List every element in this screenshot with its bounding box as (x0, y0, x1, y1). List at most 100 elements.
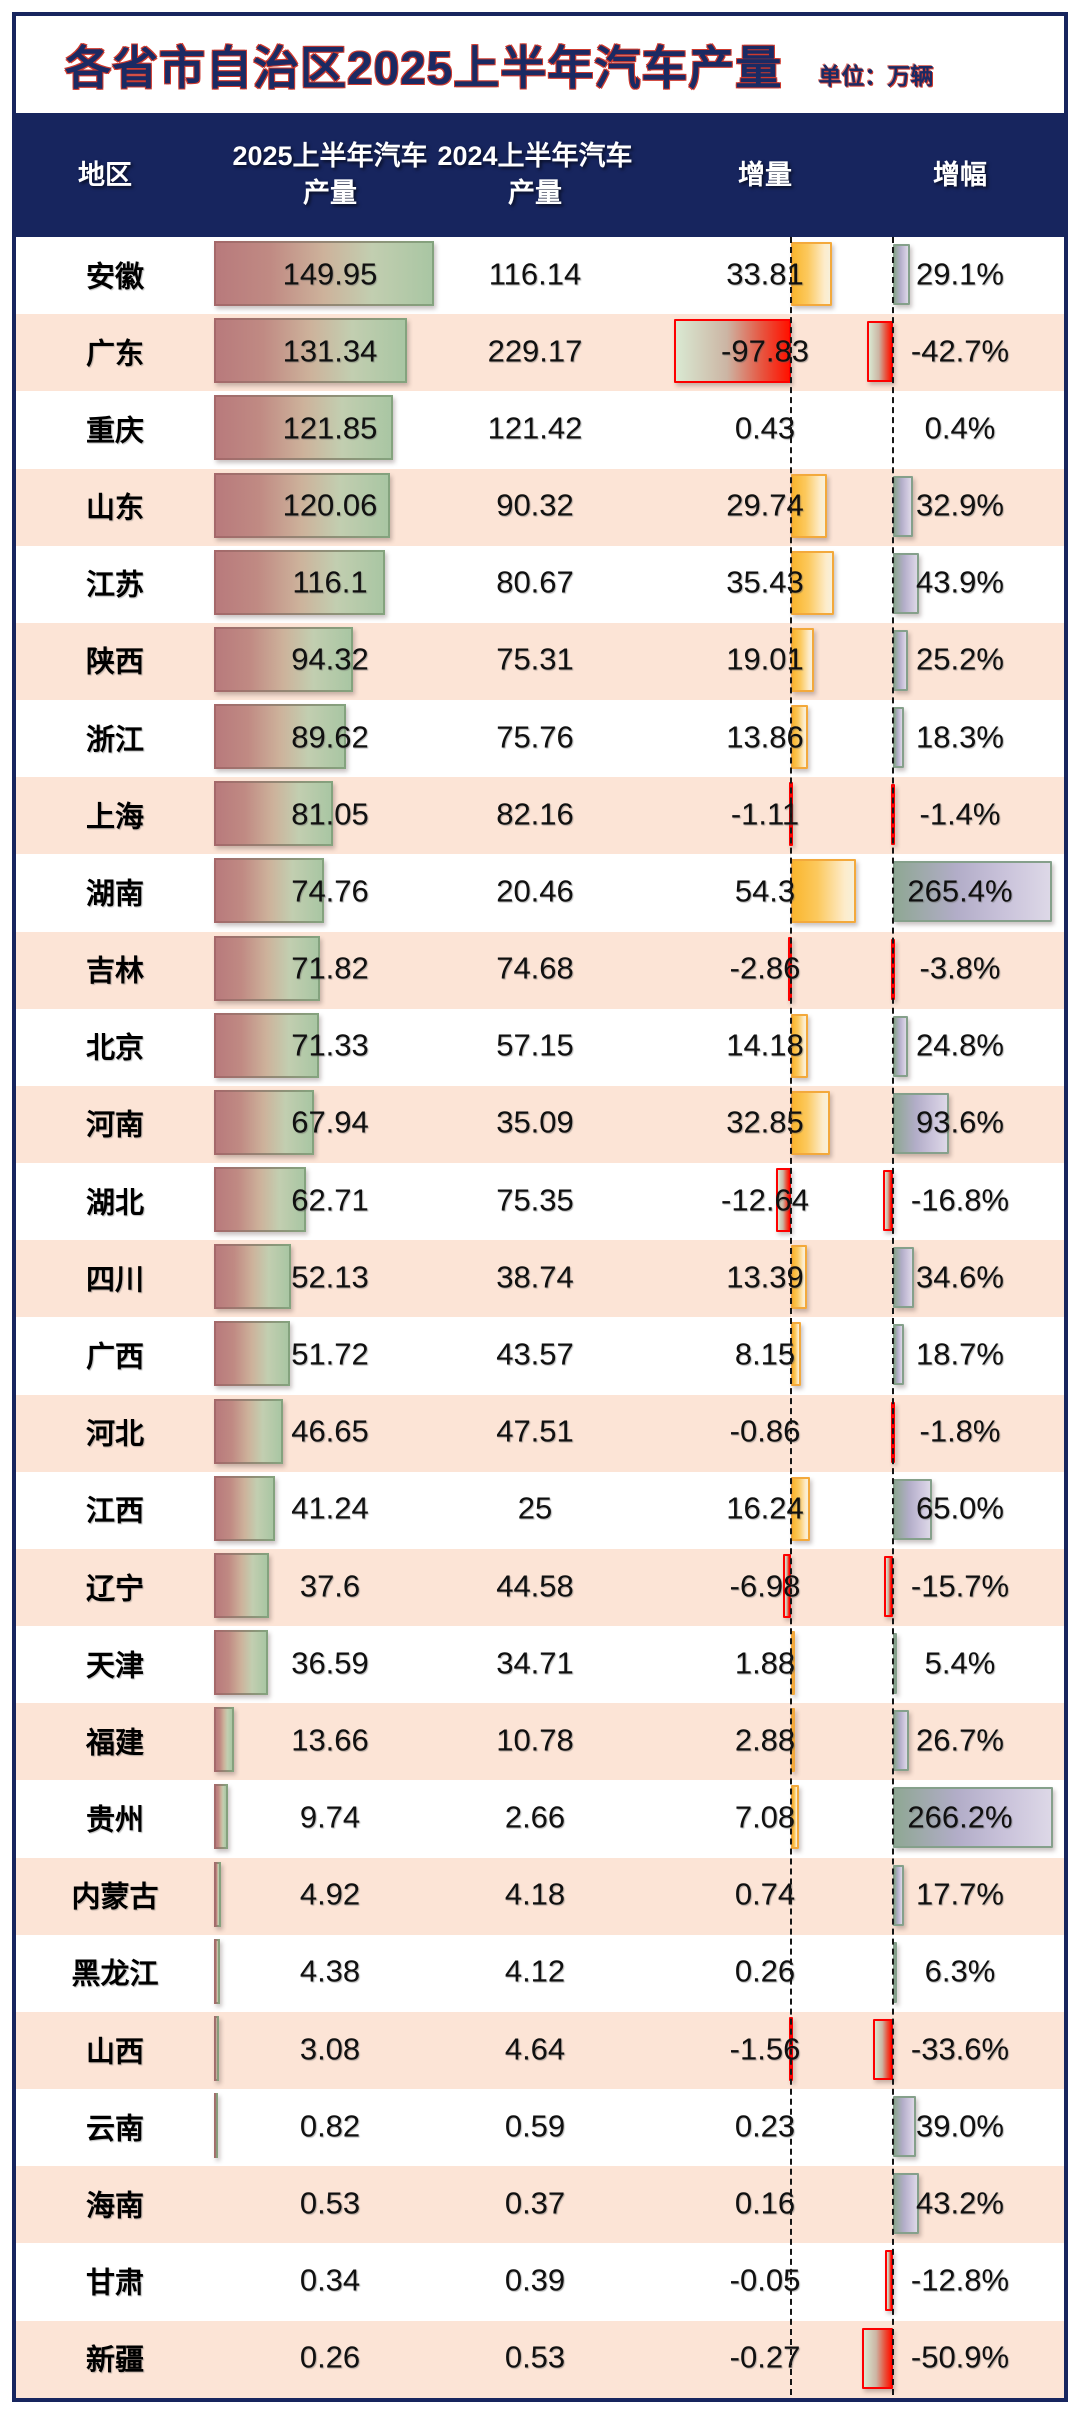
pct-value: 32.9% (916, 487, 1004, 523)
production-2025-value: 51.72 (291, 1336, 369, 1372)
production-2025-bar (214, 1630, 268, 1696)
pct-positive-bar (893, 552, 920, 614)
table-row: 江西 41.24 25 16.24 65.0% (16, 1471, 1064, 1549)
delta-value: 2.88 (734, 1722, 796, 1758)
production-2025-bar (214, 1012, 319, 1078)
pct-value: 34.6% (916, 1259, 1004, 1295)
pct-negative-bar (867, 321, 893, 383)
delta-value: 35.43 (726, 564, 804, 600)
pct-value: -50.9% (910, 2339, 1010, 2375)
production-2024-value: 75.76 (496, 719, 574, 755)
region-label: 广东 (85, 338, 144, 371)
pct-positive-bar (893, 1478, 932, 1540)
production-2024-value: 10.78 (496, 1722, 574, 1758)
pct-value: 26.7% (916, 1722, 1004, 1758)
production-2024-value: 116.14 (488, 256, 582, 292)
delta-value: 29.74 (726, 487, 804, 523)
region-label: 重庆 (85, 415, 144, 448)
production-2025-bar (214, 395, 394, 461)
region-label: 浙江 (85, 723, 144, 756)
production-2024-value: 44.58 (496, 1568, 574, 1604)
region-label: 北京 (85, 1032, 144, 1065)
production-2024-value: 0.59 (504, 2108, 566, 2144)
pct-value: 6.3% (924, 1953, 996, 1989)
production-2025-value: 62.71 (291, 1182, 369, 1218)
production-2025-bar (214, 1552, 270, 1618)
production-2025-value: 71.33 (291, 1027, 369, 1063)
pct-value: 265.4% (907, 873, 1013, 909)
production-2025-value: 0.26 (299, 2339, 361, 2375)
production-2024-value: 4.64 (504, 2031, 566, 2067)
delta-value: 32.85 (726, 1105, 804, 1141)
production-2025-bar (214, 704, 346, 770)
pct-value: 17.7% (916, 1876, 1004, 1912)
delta-value: -6.98 (729, 1568, 801, 1604)
production-2025-value: 131.34 (282, 333, 378, 369)
production-2025-bar (214, 2015, 219, 2081)
pct-value: 24.8% (916, 1027, 1004, 1063)
region-label: 云南 (85, 2113, 144, 2146)
delta-value: 1.88 (734, 1645, 796, 1681)
region-label: 安徽 (85, 260, 144, 293)
table-row: 内蒙古 4.92 4.18 0.74 17.7% (16, 1857, 1064, 1935)
title-bar: 各省市自治区2025上半年汽车产量 单位：万辆 (16, 16, 1064, 113)
delta-value: -2.86 (729, 950, 801, 986)
production-2024-value: 82.16 (496, 796, 574, 832)
delta-value: -1.11 (730, 796, 800, 832)
region-label: 山东 (85, 492, 144, 525)
table-row: 湖北 62.71 75.35 -12.64 -16.8% (16, 1163, 1064, 1241)
table-row: 贵州 9.74 2.66 7.08 266.2% (16, 1780, 1064, 1858)
pct-value: 25.2% (916, 641, 1004, 677)
delta-value: -12.64 (721, 1182, 809, 1218)
production-2025-bar (214, 1784, 229, 1850)
table-row: 广西 51.72 43.57 8.15 18.7% (16, 1317, 1064, 1395)
region-label: 新疆 (85, 2344, 144, 2377)
region-label: 山西 (85, 2035, 144, 2068)
production-2024-value: 47.51 (496, 1413, 574, 1449)
region-label: 辽宁 (85, 1572, 144, 1605)
pct-positive-bar (893, 1710, 910, 1772)
pct-value: 18.3% (916, 719, 1004, 755)
delta-value: -1.56 (729, 2031, 801, 2067)
pct-value: 43.2% (916, 2185, 1004, 2221)
region-label: 天津 (85, 1649, 144, 1682)
table-row: 陕西 94.32 75.31 19.01 25.2% (16, 622, 1064, 701)
table-rows: 安徽 149.95 116.14 33.81 29.1% 广东 131.34 229.17 -9… (16, 237, 1064, 2398)
production-2025-bar (214, 472, 391, 538)
delta-value: 0.26 (734, 1953, 796, 1989)
table-row: 辽宁 37.6 44.58 -6.98 -15.7% (16, 1548, 1064, 1627)
production-2025-value: 71.82 (291, 950, 369, 986)
production-2025-value: 4.92 (299, 1876, 361, 1912)
table-row: 新疆 0.26 0.53 -0.27 -50.9% (16, 2320, 1064, 2398)
delta-negative-bar (673, 319, 791, 384)
pct-baseline-dashed-line (892, 237, 894, 2395)
production-2024-value: 229.17 (487, 333, 583, 369)
production-2025-bar (214, 318, 408, 384)
region-label: 江西 (85, 1495, 144, 1528)
delta-baseline-dashed-line (790, 237, 792, 2395)
pct-value: 65.0% (916, 1490, 1004, 1526)
delta-value: 13.86 (726, 719, 804, 755)
table-row: 浙江 89.62 75.76 13.86 18.3% (16, 700, 1064, 778)
pct-value: -1.8% (919, 1413, 1001, 1449)
delta-value: 0.74 (734, 1876, 796, 1912)
table-row: 上海 81.05 82.16 -1.11 -1.4% (16, 777, 1064, 855)
pct-positive-bar (893, 244, 911, 305)
pct-value: 0.4% (924, 410, 996, 446)
table-row: 山西 3.08 4.64 -1.56 -33.6% (16, 2011, 1064, 2090)
production-2025-value: 52.13 (291, 1259, 369, 1295)
pct-value: 43.9% (916, 564, 1004, 600)
production-2024-value: 74.68 (496, 950, 574, 986)
table-row: 甘肃 0.34 0.39 -0.05 -12.8% (16, 2243, 1064, 2321)
delta-value: -97.83 (721, 333, 809, 369)
delta-value: -0.86 (729, 1413, 801, 1449)
production-2025-bar (214, 1475, 275, 1541)
pct-value: 29.1% (916, 256, 1004, 292)
production-2025-value: 94.32 (291, 641, 369, 677)
table-row: 北京 71.33 57.15 14.18 24.8% (16, 1008, 1064, 1086)
production-2025-bar (214, 1938, 221, 2004)
production-2025-bar (214, 1861, 222, 1927)
delta-value: 8.15 (734, 1336, 796, 1372)
table-header: 地区 2025上半年汽车产量 2024上半年汽车产量 增量 增幅 (16, 113, 1064, 237)
delta-value: -0.05 (729, 2262, 801, 2298)
